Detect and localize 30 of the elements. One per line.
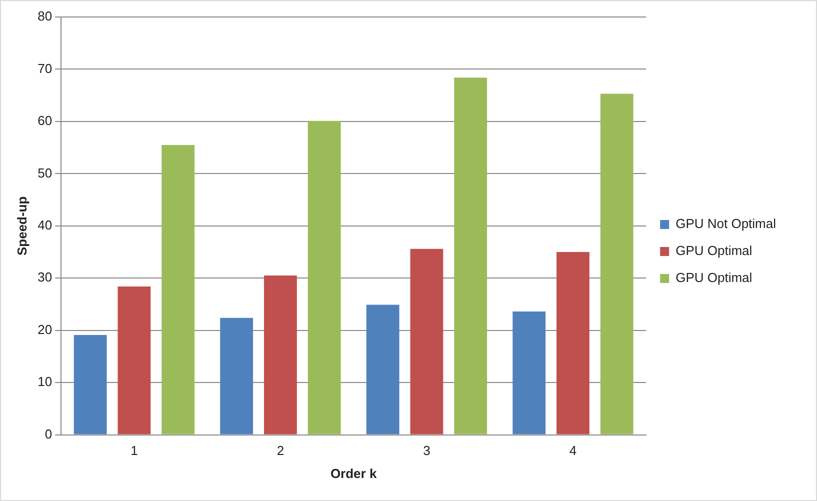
bar: [308, 120, 341, 434]
x-tick-label: 4: [569, 443, 577, 458]
bar: [600, 94, 634, 434]
y-tick-label: 70: [38, 60, 52, 76]
y-tick-label: 30: [38, 270, 52, 285]
bar: [366, 304, 400, 434]
bar: [74, 335, 107, 434]
y-tick-label: 10: [38, 374, 52, 390]
bar: [264, 276, 297, 434]
bar: [556, 252, 590, 434]
legend-label: GPU Optimal: [676, 243, 752, 258]
y-tick-label: 20: [38, 322, 52, 337]
bar: [410, 248, 444, 434]
bar: [454, 78, 488, 434]
bar: [162, 144, 195, 434]
y-tick-label: 40: [38, 217, 52, 232]
legend-label: GPU Optimal: [676, 270, 752, 286]
x-tick-label: 3: [423, 443, 430, 458]
y-tick-label: 50: [38, 165, 52, 180]
x-axis-title: Order k: [330, 466, 378, 481]
y-tick-label: 60: [38, 113, 52, 128]
y-axis-title: Speed-up: [14, 196, 30, 256]
bar: [220, 318, 254, 434]
y-tick-label: 80: [38, 8, 52, 24]
x-tick-label: 2: [276, 443, 284, 458]
bar: [118, 286, 151, 434]
bar: [512, 312, 546, 434]
y-tick-label: 0: [44, 426, 52, 442]
x-tick-label: 1: [130, 443, 138, 458]
legend-label: GPU Not Optimal: [676, 216, 776, 232]
